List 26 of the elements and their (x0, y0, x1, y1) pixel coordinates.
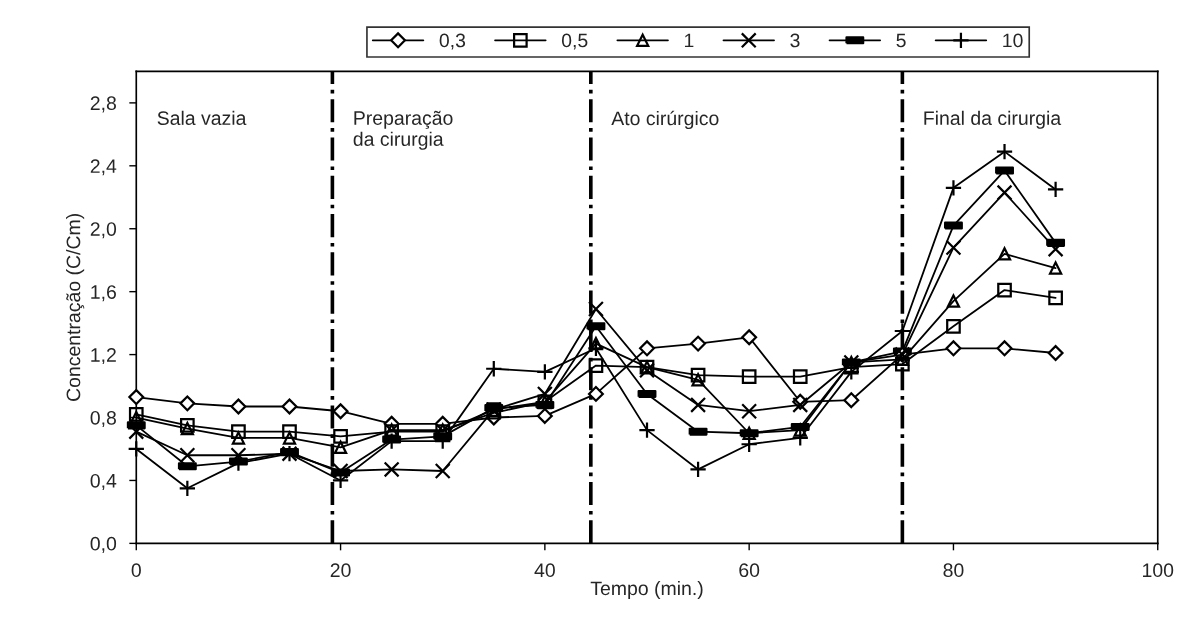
annotation: Preparação da cirurgia (353, 110, 453, 150)
y-tick-label: 1,2 (91, 348, 116, 365)
y-axis-title: Concentração (C/Cm) (66, 214, 85, 401)
legend-label: 0,5 (561, 33, 588, 50)
annotation: Sala vazia (157, 110, 247, 126)
x-tick-label: 40 (534, 563, 555, 578)
y-tick-label: 0,8 (90, 410, 116, 428)
x-tick-label: 60 (739, 563, 760, 578)
y-tick-label: 2,8 (90, 96, 116, 113)
y-tick-label: 0,4 (90, 473, 117, 490)
y-tick-label: 0,0 (90, 536, 117, 553)
y-tick-label: 2,0 (90, 222, 117, 239)
legend-label: 3 (790, 33, 800, 48)
legend-label: 10 (1003, 33, 1023, 48)
legend-label: 0,3 (439, 33, 466, 50)
y-tick-label: 2,4 (90, 159, 117, 176)
legend-label: 5 (896, 33, 906, 48)
x-tick-label: 100 (1143, 563, 1174, 578)
annotation: Ato cirúrgico (611, 110, 719, 130)
legend-label: 1 (684, 33, 694, 48)
x-tick-label: 80 (943, 563, 964, 578)
x-tick-label: 20 (330, 563, 351, 578)
y-tick-label: 1,6 (91, 285, 116, 302)
x-tick-label: 0 (131, 563, 141, 578)
x-axis-title: Tempo (min.) (590, 580, 703, 600)
annotation: Final da cirurgia (924, 110, 1062, 129)
